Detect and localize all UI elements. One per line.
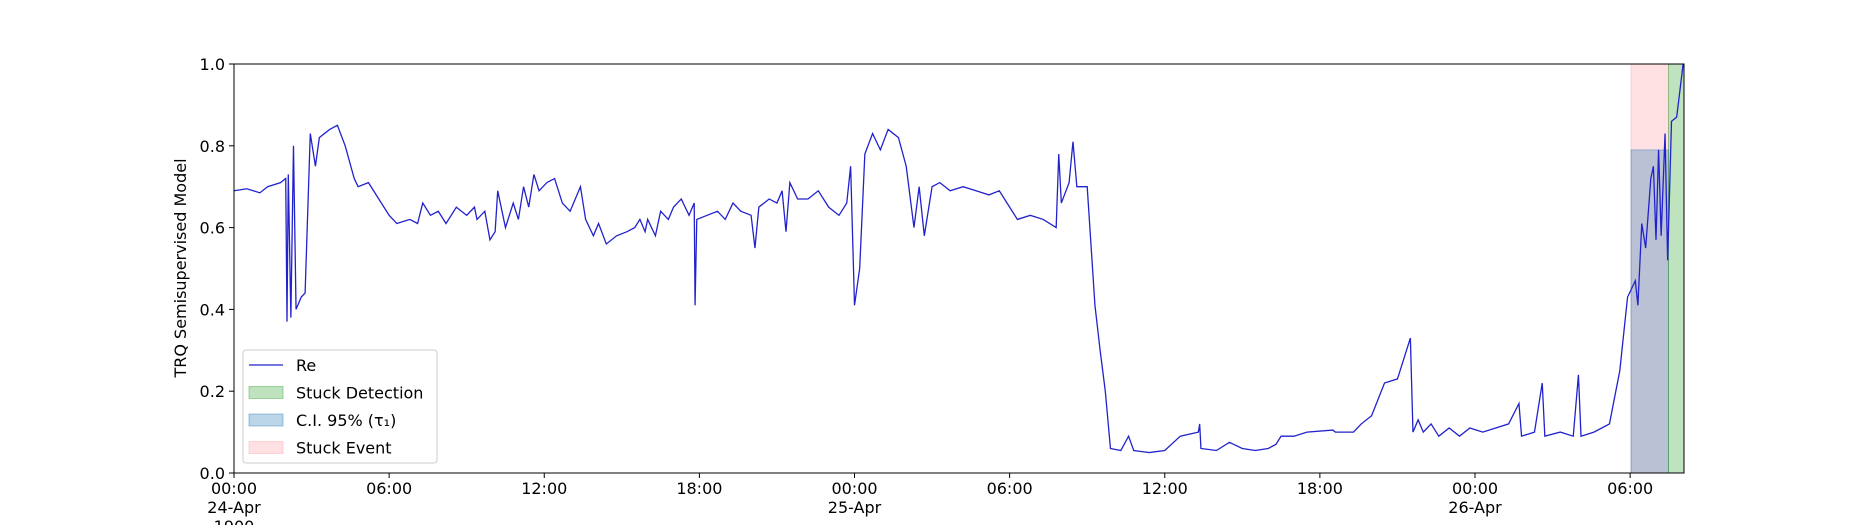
y-tick-label: 0.2 <box>200 382 225 401</box>
legend-label: Stuck Event <box>296 439 392 458</box>
legend-frame <box>242 349 438 464</box>
legend-label: C.I. 95% (τ₁) <box>296 411 396 430</box>
legend-patch <box>248 441 284 454</box>
legend-label: Stuck Detection <box>296 384 423 403</box>
line <box>233 63 1684 454</box>
x-tick-label: 00:00 25-Apr <box>828 479 882 517</box>
y-tick-label: 1.0 <box>200 55 225 74</box>
legend-patch <box>248 413 284 427</box>
x-tick-label: 12:00 <box>521 479 567 498</box>
plot-frame <box>233 63 1685 474</box>
x-tick-label: 12:00 <box>1142 479 1188 498</box>
x-tick-label: 06:00 <box>1607 479 1653 498</box>
legend-patch <box>248 386 284 399</box>
y-tick-label: 0.8 <box>200 137 225 156</box>
span <box>1630 63 1669 474</box>
y-tick-label: 0.6 <box>200 219 225 238</box>
x-tick-label: 18:00 <box>676 479 722 498</box>
legend-label: Re <box>296 356 316 375</box>
x-tick-label: 00:00 26-Apr <box>1448 479 1502 517</box>
y-tick-label: 0.0 <box>200 464 225 483</box>
x-tick-label: 18:00 <box>1297 479 1343 498</box>
x-tick-label: 06:00 <box>366 479 412 498</box>
legend: Re Stuck Detection C.I. 95% (τ₁) Stuck Even… <box>242 349 438 464</box>
x-tick-label: 06:00 <box>987 479 1033 498</box>
y-axis-label: TRQ Semisupervised Model <box>171 158 190 378</box>
y-tick-label: 0.4 <box>200 300 225 319</box>
